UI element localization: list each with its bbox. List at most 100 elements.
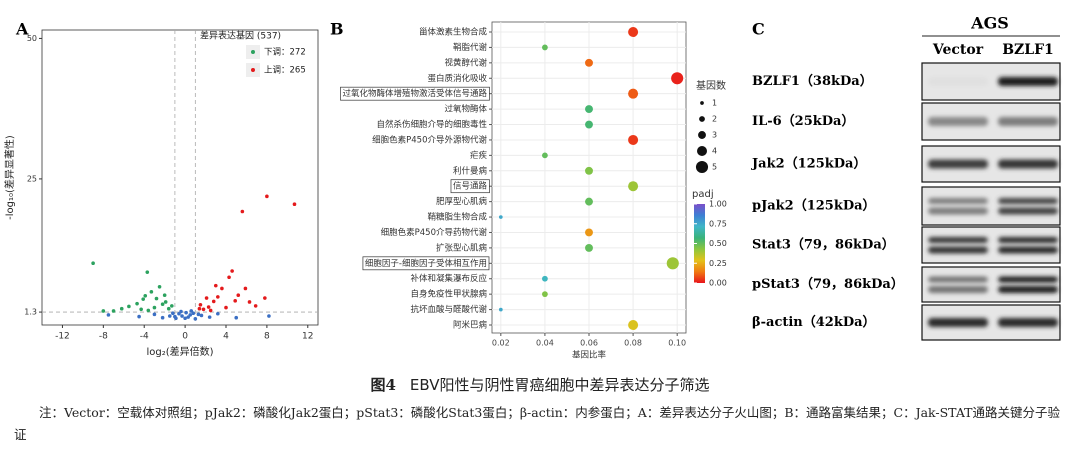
point (206, 305, 211, 309)
point (111, 309, 116, 313)
size-legend-label: 5 (712, 163, 717, 172)
blot-membrane (921, 186, 1061, 226)
bubble (585, 166, 593, 175)
bubble (585, 228, 593, 237)
legend-label: 下调：272 (264, 48, 306, 58)
category-label: 利什曼病 (453, 165, 488, 176)
protein-band (998, 117, 1058, 126)
category-label: 补体和凝集瀑布反应 (410, 273, 487, 284)
x-tick-label: -4 (140, 332, 149, 342)
category-label: 鞘糖脂生物合成 (427, 212, 487, 223)
point (211, 299, 216, 304)
category-label: 抗坏血酸与醛酸代谢 (410, 304, 487, 315)
color-bar (694, 204, 705, 283)
bubble (585, 58, 593, 67)
point (145, 270, 150, 274)
point (240, 209, 245, 214)
blot-row-label: Stat3（79，86kDa） (752, 237, 895, 253)
size-legend-marker (699, 116, 705, 122)
bubble (585, 120, 593, 129)
color-tick-label: 0.00 (709, 279, 727, 288)
x-axis-label: log₂(差异倍数) (146, 345, 213, 358)
size-legend-label: 2 (712, 115, 717, 124)
point (119, 306, 124, 311)
point (208, 308, 213, 313)
x-tick-label: -12 (55, 332, 70, 342)
figure-number: 图4 (370, 376, 396, 394)
category-label: 自身免疫性甲状腺病 (410, 289, 487, 300)
color-legend-title: padj (692, 189, 714, 200)
point (184, 310, 188, 315)
blot-header: AGS (970, 14, 1009, 33)
point (163, 300, 168, 304)
category-label: 细胞因子-细胞因子受体相互作用 (365, 258, 487, 269)
point (91, 261, 95, 265)
figure-title: EBV阳性与阴性胃癌细胞中差异表达分子筛选 (409, 376, 710, 394)
point (139, 307, 143, 312)
point (197, 306, 202, 311)
protein-band (928, 276, 988, 283)
point (180, 314, 184, 318)
point (152, 312, 157, 317)
blot-membrane (921, 266, 1061, 303)
category-label: 阿米巴病 (453, 320, 488, 331)
point (137, 314, 141, 319)
bubble (671, 72, 684, 85)
category-label: 细胞色素P450介导药物代谢 (381, 227, 488, 238)
point (183, 316, 187, 321)
legend-marker (251, 50, 255, 54)
category-label: 鞘脂代谢 (453, 42, 488, 53)
protein-band (998, 198, 1058, 204)
y-tick-label: 25 (27, 174, 37, 183)
point (213, 283, 218, 288)
legend-title: 差异表达基因 (537) (200, 30, 281, 42)
size-legend-marker (698, 131, 706, 139)
bubble (542, 44, 548, 51)
point (146, 308, 151, 313)
x-tick-label: 0.02 (492, 339, 510, 348)
blot-membrane (921, 226, 1061, 264)
x-tick-label: 8 (264, 332, 270, 342)
size-legend-marker (700, 101, 704, 105)
category-highlight-box (362, 256, 490, 271)
category-label: 甾体激素生物合成 (419, 27, 488, 38)
point (106, 313, 111, 317)
protein-band (998, 318, 1058, 327)
bubble (542, 275, 548, 282)
protein-band (998, 159, 1058, 169)
x-tick-label: 12 (302, 332, 313, 342)
point (234, 315, 239, 320)
x-tick-label: 0.04 (536, 339, 554, 348)
lane-label: Vector (932, 42, 984, 58)
category-label: 过氧物酶体 (444, 104, 487, 115)
point (171, 311, 175, 316)
figure-caption: 图4 EBV阳性与阴性胃癌细胞中差异表达分子筛选 (0, 374, 1080, 395)
x-tick-label: 0.10 (668, 339, 686, 348)
point (243, 286, 248, 291)
point (199, 313, 204, 318)
category-label: 肥厚型心肌病 (436, 196, 488, 207)
blot-row-label: Jak2（125kDa） (751, 156, 866, 172)
size-legend-label: 3 (712, 131, 717, 140)
point (216, 295, 220, 299)
point (204, 296, 209, 300)
point (233, 299, 237, 303)
lane-label: BZLF1 (1002, 42, 1054, 58)
point (207, 315, 212, 319)
protein-band (998, 276, 1058, 283)
bubble (628, 27, 639, 37)
bubble (628, 320, 639, 330)
category-label: 蛋白质消化吸收 (427, 73, 487, 84)
point (193, 317, 198, 321)
point (179, 309, 183, 314)
point (263, 296, 267, 300)
point (201, 307, 206, 312)
y-tick-label: 1.3 (24, 308, 37, 317)
protein-band (928, 198, 988, 204)
point (135, 301, 139, 306)
protein-band (928, 286, 988, 293)
point (247, 300, 252, 304)
point (154, 296, 159, 301)
point (157, 284, 162, 289)
point (186, 315, 190, 319)
